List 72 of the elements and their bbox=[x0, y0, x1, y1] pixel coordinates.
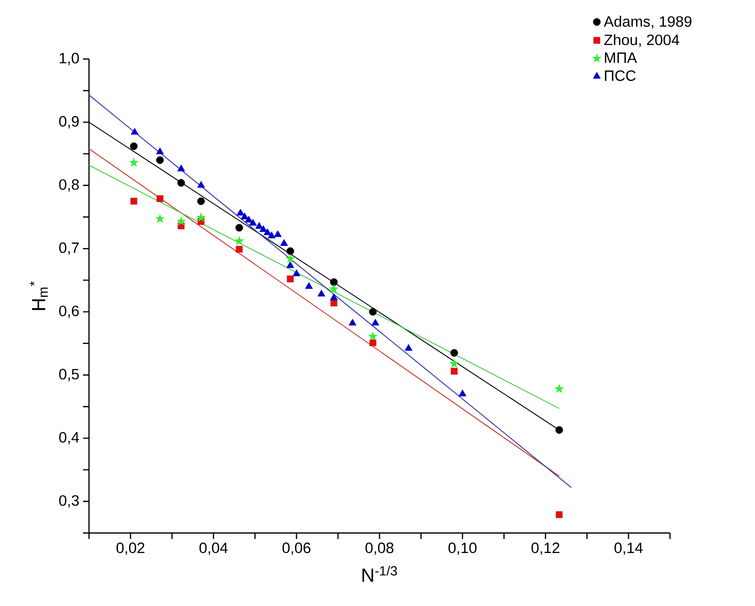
x-tick-label: 0,06 bbox=[282, 542, 310, 555]
point bbox=[286, 261, 294, 268]
point bbox=[268, 232, 276, 238]
point bbox=[330, 294, 338, 300]
point bbox=[285, 254, 296, 263]
point bbox=[264, 228, 272, 236]
point bbox=[234, 236, 244, 246]
point bbox=[372, 318, 380, 326]
x-tick-label: 0,02 bbox=[116, 542, 144, 555]
point bbox=[156, 156, 164, 164]
point bbox=[197, 181, 205, 188]
point bbox=[404, 344, 412, 351]
point bbox=[156, 148, 164, 154]
y-axis-title: H$_{m}$* bbox=[30, 281, 48, 310]
point bbox=[556, 511, 563, 518]
point bbox=[458, 390, 466, 396]
legend-label: Adams, 1989 bbox=[604, 16, 692, 29]
point bbox=[286, 247, 294, 255]
point bbox=[240, 212, 248, 220]
point bbox=[236, 246, 243, 253]
point bbox=[197, 197, 205, 206]
point bbox=[259, 225, 268, 232]
point bbox=[449, 358, 460, 368]
point bbox=[156, 195, 164, 202]
point bbox=[450, 349, 458, 357]
y-tick-label: 0,5 bbox=[59, 368, 79, 382]
y-tick-label: 0,4 bbox=[59, 432, 80, 444]
y-tick-label: 0,7 bbox=[59, 242, 79, 255]
legend-label: ПСС bbox=[604, 70, 636, 81]
point bbox=[369, 308, 377, 316]
x-axis-title: N$^{-1/3}$ bbox=[362, 566, 397, 582]
point bbox=[177, 164, 185, 172]
point bbox=[155, 214, 165, 224]
y-tick-label: 0,8 bbox=[59, 179, 79, 192]
point bbox=[368, 331, 378, 341]
point bbox=[130, 128, 138, 135]
point bbox=[235, 224, 244, 232]
x-tick-label: 0,12 bbox=[531, 542, 560, 555]
x-tick-label: 0,14 bbox=[614, 542, 643, 555]
point bbox=[196, 212, 206, 222]
point bbox=[369, 339, 376, 346]
point bbox=[318, 290, 326, 296]
x-tick-label: 0,10 bbox=[448, 542, 477, 555]
point bbox=[450, 368, 458, 375]
point bbox=[330, 300, 338, 306]
point bbox=[130, 142, 138, 150]
point bbox=[328, 284, 339, 294]
y-tick-label: 0,6 bbox=[59, 306, 79, 318]
legend-label: Zhou, 2004 bbox=[604, 34, 680, 47]
point bbox=[249, 218, 257, 226]
point bbox=[130, 198, 138, 205]
point bbox=[255, 222, 263, 229]
y-tick-label: 1,0 bbox=[60, 52, 79, 66]
point bbox=[274, 230, 282, 237]
point bbox=[128, 157, 139, 167]
x-tick-label: 0,04 bbox=[199, 542, 228, 555]
point bbox=[177, 179, 185, 187]
legend-label: МПА bbox=[604, 52, 638, 63]
x-tick-label: 0,08 bbox=[365, 542, 394, 555]
point bbox=[554, 384, 564, 394]
point bbox=[236, 208, 244, 216]
point bbox=[244, 216, 253, 222]
point bbox=[330, 278, 338, 286]
point bbox=[176, 216, 186, 226]
y-tick-label: 0,9 bbox=[59, 116, 79, 128]
point bbox=[280, 239, 288, 246]
point bbox=[348, 318, 356, 326]
y-tick-label: 0,3 bbox=[59, 495, 79, 508]
point bbox=[305, 282, 313, 289]
point bbox=[292, 269, 300, 276]
point bbox=[286, 276, 294, 282]
point bbox=[555, 426, 563, 434]
